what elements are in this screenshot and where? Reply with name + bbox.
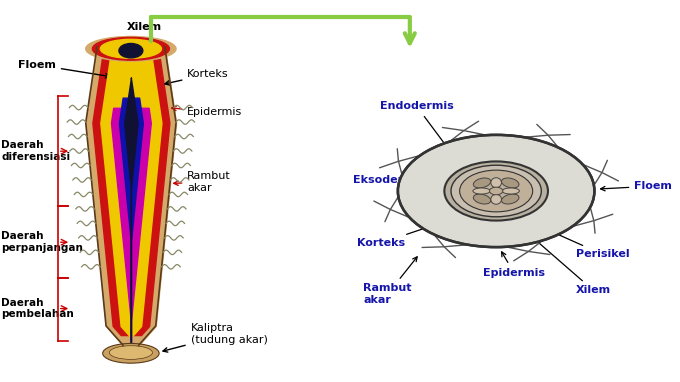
- Ellipse shape: [101, 39, 161, 58]
- Ellipse shape: [502, 194, 519, 204]
- Text: Eksodermis: Eksodermis: [354, 175, 437, 190]
- Ellipse shape: [491, 178, 501, 188]
- Circle shape: [398, 135, 594, 247]
- Text: Epidermis: Epidermis: [483, 252, 545, 278]
- Text: Daerah
perpanjangan: Daerah perpanjangan: [1, 231, 83, 253]
- Ellipse shape: [502, 188, 520, 194]
- Text: Daerah
diferensiasi: Daerah diferensiasi: [1, 140, 71, 162]
- Ellipse shape: [119, 44, 143, 58]
- Circle shape: [460, 170, 532, 212]
- Ellipse shape: [502, 178, 519, 188]
- Ellipse shape: [109, 346, 152, 359]
- Text: Korteks: Korteks: [165, 69, 229, 85]
- Text: Xilem: Xilem: [126, 22, 162, 45]
- Ellipse shape: [473, 194, 491, 204]
- Ellipse shape: [92, 37, 169, 60]
- Ellipse shape: [86, 36, 176, 61]
- Text: Perisikel: Perisikel: [545, 228, 630, 259]
- Text: Kaliptra
(tudung akar): Kaliptra (tudung akar): [163, 323, 267, 352]
- Ellipse shape: [103, 343, 159, 363]
- Text: Rambut
akar: Rambut akar: [173, 172, 231, 193]
- Text: Xilem: Xilem: [532, 237, 611, 295]
- Ellipse shape: [473, 188, 490, 194]
- Text: Daerah
pembelahan: Daerah pembelahan: [1, 298, 74, 319]
- Ellipse shape: [473, 178, 491, 188]
- Circle shape: [490, 187, 503, 195]
- Text: Floem: Floem: [18, 60, 110, 78]
- Circle shape: [451, 165, 541, 217]
- Circle shape: [444, 162, 548, 220]
- Text: Endodermis: Endodermis: [380, 102, 454, 152]
- Text: Rambut
akar: Rambut akar: [363, 257, 418, 305]
- Text: Floem: Floem: [600, 181, 672, 191]
- Text: Epidermis: Epidermis: [172, 106, 243, 117]
- Ellipse shape: [491, 194, 501, 204]
- Text: Korteks: Korteks: [357, 224, 436, 248]
